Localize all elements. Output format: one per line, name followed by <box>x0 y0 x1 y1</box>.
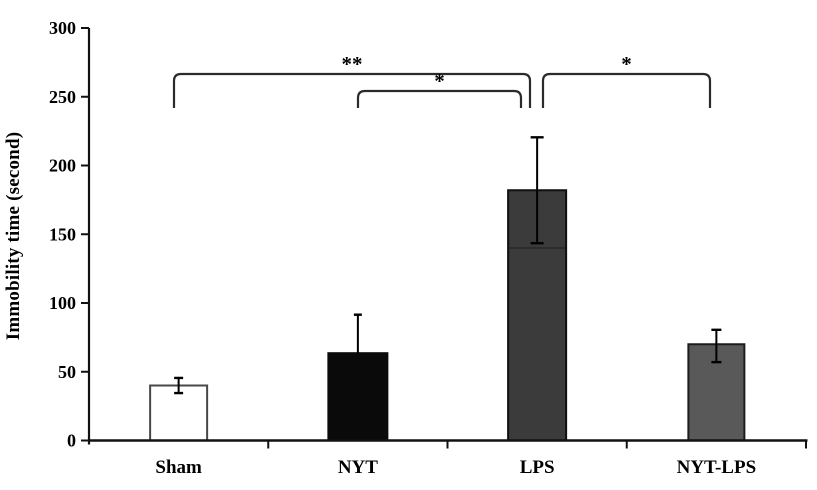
y-tick-label-100: 100 <box>49 293 76 313</box>
y-tick-label-50: 50 <box>58 362 76 382</box>
y-tick-label-150: 150 <box>49 224 76 244</box>
significance-bracket-3-lps-to-nyt-lps <box>541 72 712 108</box>
significance-label-1: ** <box>342 52 363 76</box>
significance-bracket-2-nyt-to-lps <box>356 89 523 108</box>
y-tick-label-200: 200 <box>49 156 76 176</box>
error-bar-nyt-lps <box>711 328 722 364</box>
y-tick-label-250: 250 <box>49 87 76 107</box>
bar-nyt <box>327 352 389 442</box>
x-category-label-lps: LPS <box>520 457 555 478</box>
significance-label-2: * <box>434 69 445 93</box>
y-tick-label-0: 0 <box>67 431 76 451</box>
x-category-label-nyt-lps: NYT-LPS <box>677 457 757 478</box>
y-axis-title: Immobility time (second) <box>3 132 24 341</box>
error-bar-lps <box>530 136 544 245</box>
y-tick-label-300: 300 <box>49 18 76 38</box>
significance-bracket-1-sham-to-lps <box>172 72 532 108</box>
error-bar-nyt <box>353 313 362 354</box>
x-category-label-sham: Sham <box>155 457 202 478</box>
error-bar-sham <box>174 376 184 395</box>
x-category-label-nyt: NYT <box>338 457 378 478</box>
significance-label-3: * <box>621 52 632 76</box>
